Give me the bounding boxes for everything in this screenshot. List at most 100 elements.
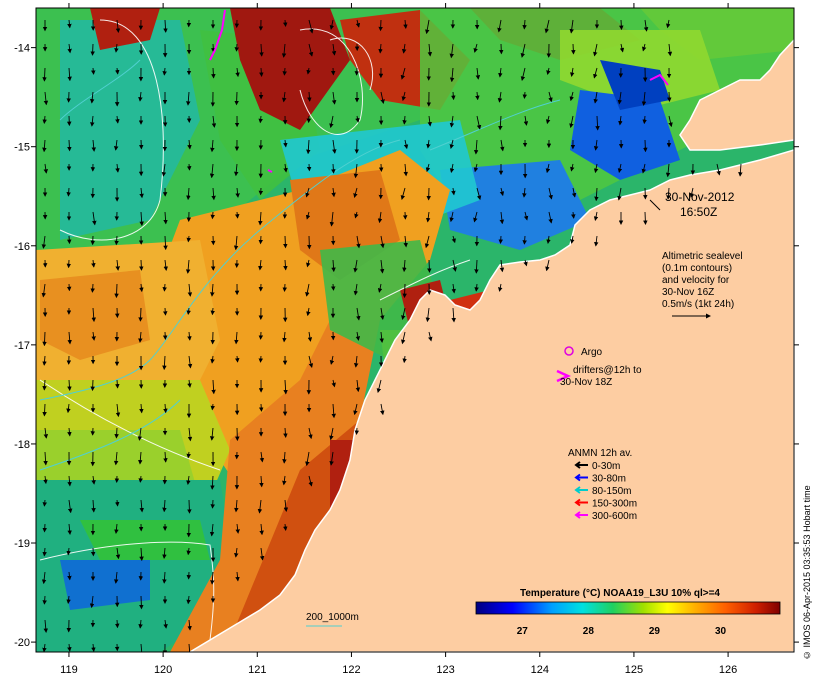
velocity-arrow <box>544 19 550 34</box>
velocity-arrow <box>377 211 383 224</box>
velocity-arrow <box>210 211 215 220</box>
velocity-arrow <box>186 595 191 605</box>
velocity-arrow <box>283 499 289 512</box>
velocity-arrow <box>548 91 553 103</box>
velocity-arrow <box>282 451 287 464</box>
velocity-arrow <box>209 523 215 537</box>
velocity-arrow <box>569 115 574 129</box>
velocity-arrow <box>569 67 575 77</box>
velocity-arrow <box>211 43 216 53</box>
velocity-arrow <box>354 427 360 435</box>
velocity-arrow <box>593 67 598 79</box>
lon-tick-label: 122 <box>342 664 360 676</box>
velocity-arrow <box>186 235 191 243</box>
velocity-arrow <box>42 547 47 557</box>
velocity-arrow <box>259 547 265 561</box>
velocity-arrow <box>91 643 96 652</box>
velocity-arrow <box>42 331 47 347</box>
velocity-arrow <box>476 115 482 130</box>
velocity-arrow <box>115 67 120 75</box>
velocity-arrow <box>67 499 73 514</box>
velocity-arrow <box>282 283 287 292</box>
velocity-arrow <box>211 187 216 201</box>
altimetry-legend: Altimetric sealevel (0.1m contours) and … <box>662 251 743 319</box>
velocity-arrow <box>67 19 72 29</box>
velocity-arrow <box>43 163 49 174</box>
velocity-arrow <box>42 355 47 366</box>
velocity-arrow <box>66 403 71 414</box>
velocity-arrow <box>401 331 406 345</box>
velocity-arrow <box>595 115 600 131</box>
velocity-arrow <box>353 187 358 198</box>
velocity-arrow <box>570 163 575 172</box>
bathymetry-label: 200_1000m <box>306 612 359 623</box>
velocity-arrow <box>520 43 526 58</box>
velocity-arrow <box>235 571 240 582</box>
velocity-arrow <box>41 235 47 249</box>
velocity-arrow <box>115 19 121 33</box>
velocity-arrow <box>570 235 575 244</box>
lon-tick-label: 124 <box>531 664 549 676</box>
velocity-arrow <box>283 523 288 531</box>
velocity-arrow <box>67 43 72 54</box>
velocity-arrow <box>593 163 599 174</box>
argo-label: Argo <box>581 347 603 358</box>
velocity-arrow <box>139 211 144 227</box>
velocity-arrow <box>186 475 191 485</box>
velocity-arrow <box>115 115 120 124</box>
velocity-arrow <box>114 283 119 299</box>
velocity-arrow <box>451 283 456 294</box>
velocity-arrow <box>114 523 119 534</box>
velocity-arrow <box>329 115 334 129</box>
velocity-arrow <box>520 67 526 81</box>
velocity-arrow <box>498 235 503 244</box>
velocity-arrow <box>257 499 263 514</box>
velocity-arrow <box>211 115 217 128</box>
velocity-arrow <box>403 235 408 248</box>
velocity-arrow <box>281 91 287 103</box>
velocity-arrow <box>162 355 167 371</box>
colorbar: Temperature (°C) NOAA19_L3U 10% ql>=4 27… <box>475 588 781 637</box>
velocity-arrow <box>234 547 239 558</box>
velocity-arrow <box>66 187 71 197</box>
velocity-arrow <box>283 379 288 395</box>
velocity-arrow <box>667 91 672 102</box>
anmn-item: 300-600m <box>574 511 637 522</box>
velocity-arrow <box>424 235 430 249</box>
velocity-arrow <box>593 91 598 104</box>
velocity-arrow <box>67 235 72 245</box>
velocity-arrow <box>305 283 310 297</box>
velocity-arrow <box>331 163 336 174</box>
velocity-arrow <box>41 283 47 298</box>
velocity-arrow <box>498 67 503 78</box>
time-label: 16:50Z <box>680 205 717 219</box>
velocity-arrow <box>593 139 599 151</box>
velocity-arrow <box>89 595 95 609</box>
velocity-arrow <box>308 427 313 440</box>
land-mass <box>188 149 794 652</box>
velocity-arrow <box>235 523 240 534</box>
velocity-arrow <box>90 283 95 293</box>
velocity-arrow <box>403 19 408 29</box>
velocity-arrow <box>331 379 336 388</box>
velocity-arrow <box>234 211 240 219</box>
velocity-arrow <box>666 19 671 29</box>
anmn-item: 150-300m <box>574 499 637 510</box>
velocity-arrow <box>497 19 502 33</box>
velocity-arrow <box>523 115 529 126</box>
colorbar-gradient <box>475 601 781 615</box>
velocity-arrow <box>402 283 407 299</box>
drifters-legend: drifters@12h to 30-Nov 18Z <box>556 365 642 388</box>
velocity-arrow <box>258 259 263 271</box>
velocity-arrow <box>545 115 551 125</box>
velocity-arrow <box>380 91 385 104</box>
velocity-arrow <box>329 427 334 441</box>
velocity-arrow <box>473 211 478 223</box>
velocity-arrow <box>210 475 215 490</box>
velocity-arrow <box>452 259 457 272</box>
velocity-arrow <box>258 235 263 245</box>
velocity-arrow <box>42 67 47 82</box>
velocity-arrow <box>138 619 143 629</box>
anmn-item-label: 30-80m <box>592 474 626 485</box>
velocity-arrow <box>67 475 72 487</box>
